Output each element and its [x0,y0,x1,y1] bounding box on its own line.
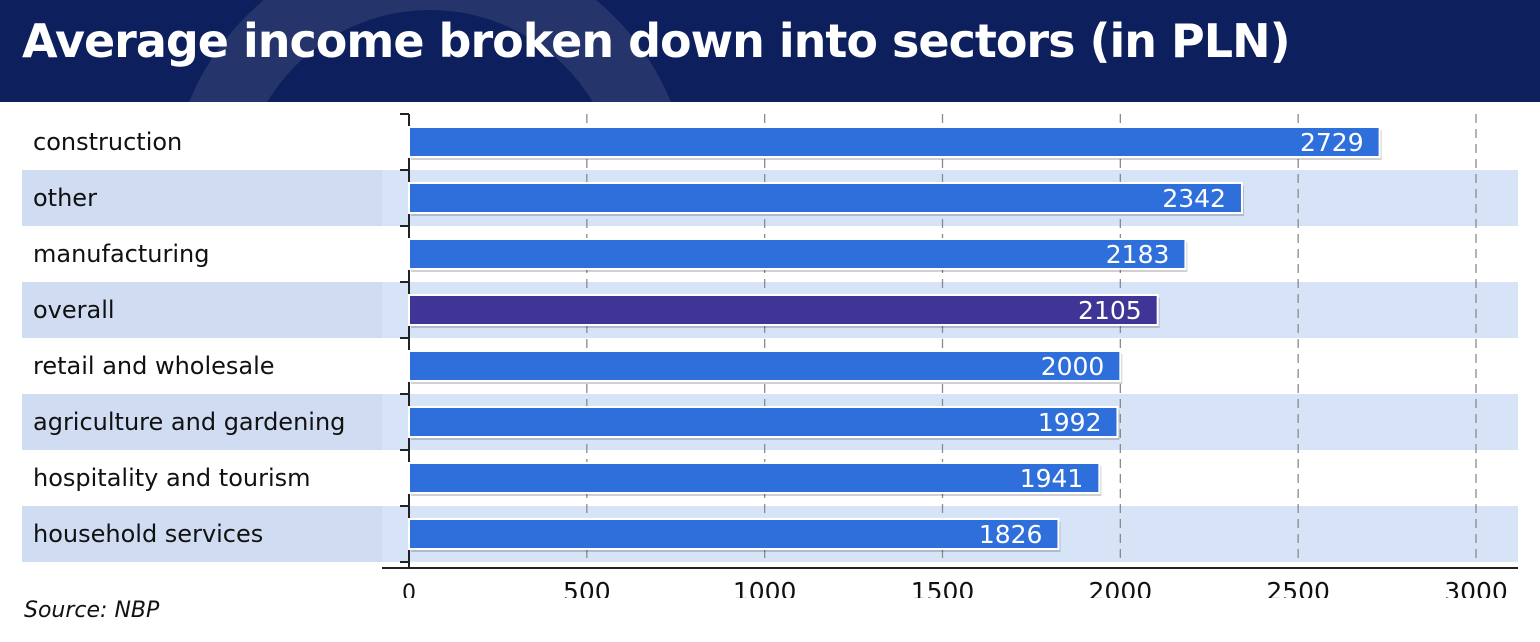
bar-agriculture-and-gardening [408,406,1119,438]
label-band [22,506,382,562]
bar-hospitality-and-tourism [408,462,1101,494]
category-label: hospitality and tourism [33,464,311,492]
category-label: other [33,184,97,212]
bar-manufacturing [408,238,1187,270]
category-label: agriculture and gardening [33,408,345,436]
bar-overall [408,294,1159,326]
x-tick-label: 500 [563,577,611,598]
category-label: construction [33,128,182,156]
x-tick-label: 0 [402,581,416,598]
value-label: 2105 [1078,296,1142,325]
value-label: 1992 [1038,408,1102,437]
x-tick-label: 1000 [733,577,797,598]
label-band [22,282,382,338]
value-label: 2183 [1106,240,1170,269]
category-label: manufacturing [33,240,209,268]
bars [408,126,1382,552]
value-label: 2729 [1300,128,1364,157]
category-label: retail and wholesale [33,352,275,380]
source-note: Source: NBP [24,598,160,623]
value-labels: 2729 2342 2183 2105 2000 1992 1941 1826 [979,128,1364,549]
x-tick-label: 1500 [911,577,975,598]
bar-other [408,182,1243,214]
tick-labels: 0 500 1000 1500 2000 2500 3000 [402,577,1508,598]
value-label: 1941 [1020,464,1084,493]
chart-header: Average income broken down into sectors … [0,0,1540,102]
bar-construction [408,126,1381,158]
bar-household-services [408,518,1060,550]
category-label: overall [33,296,115,324]
x-tick-label: 3000 [1444,577,1508,598]
bar-retail-and-wholesale [408,350,1122,382]
value-label: 2000 [1041,352,1105,381]
label-band [22,170,382,226]
category-label: household services [33,520,263,548]
bar-chart: construction other manufacturing overall ret… [22,113,1518,598]
value-label: 2342 [1162,184,1226,213]
chart-title: Average income broken down into sectors … [22,14,1291,68]
x-tick-label: 2000 [1089,577,1153,598]
x-tick-label: 2500 [1266,577,1330,598]
label-band [22,394,382,450]
category-labels: construction other manufacturing overall ret… [33,128,345,548]
value-label: 1826 [979,520,1043,549]
